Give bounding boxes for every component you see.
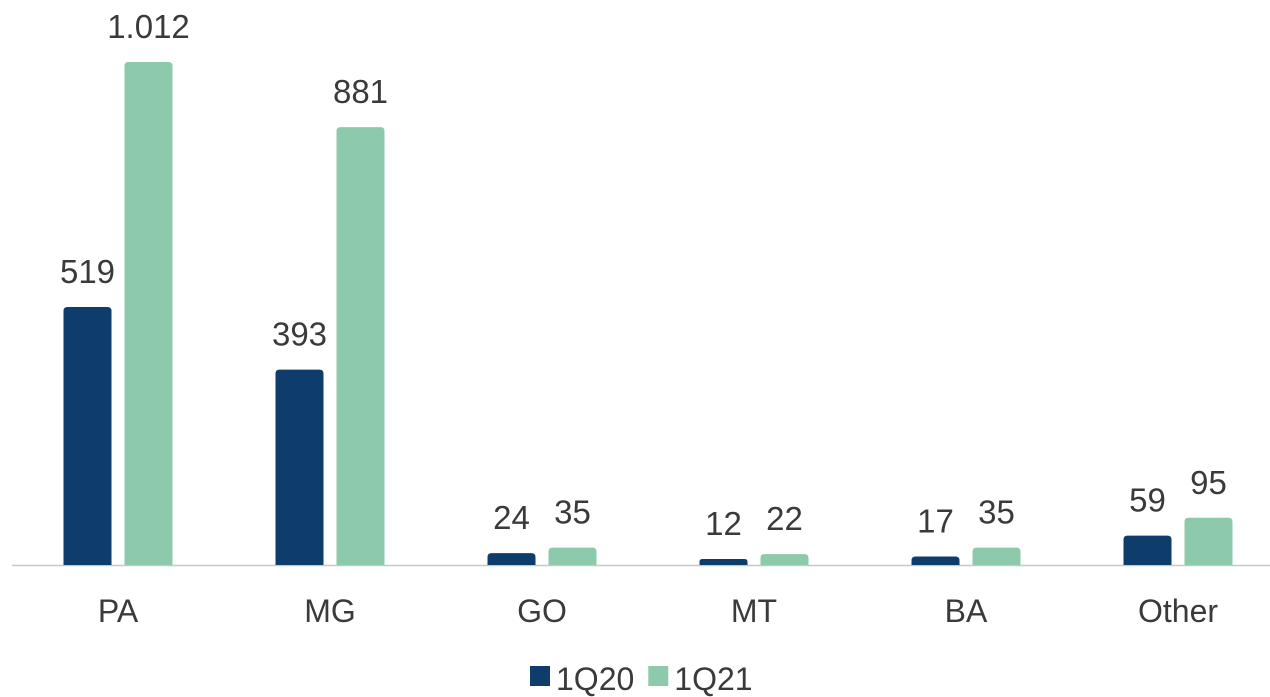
bar	[1123, 535, 1172, 565]
bar	[124, 62, 173, 565]
data-label: 393	[272, 316, 327, 353]
legend-swatch	[530, 666, 550, 686]
x-tick-label: Other	[1138, 593, 1218, 629]
data-label: 17	[917, 503, 954, 540]
x-tick-label: BA	[945, 593, 988, 629]
bar	[760, 554, 809, 565]
bar	[1184, 517, 1233, 565]
data-label: 881	[333, 73, 388, 110]
data-label: 1.012	[107, 8, 190, 45]
legend-swatch	[648, 666, 669, 686]
x-tick-label: MG	[304, 593, 356, 629]
legend-label: 1Q20	[556, 661, 634, 697]
data-label: 22	[766, 500, 803, 537]
bar	[487, 553, 536, 565]
x-tick-label: PA	[98, 593, 139, 629]
data-label: 35	[978, 494, 1015, 531]
bar	[699, 559, 748, 565]
bar	[972, 547, 1021, 565]
data-label: 95	[1190, 464, 1227, 501]
data-label: 35	[554, 494, 591, 531]
legend-label: 1Q21	[674, 661, 752, 697]
bar	[911, 556, 960, 565]
bar	[548, 547, 597, 565]
bar	[63, 307, 112, 565]
data-label: 59	[1129, 482, 1166, 519]
x-tick-label: GO	[517, 593, 567, 629]
bar	[275, 369, 324, 565]
data-label: 12	[705, 505, 742, 542]
data-label: 24	[493, 499, 530, 536]
bar	[336, 127, 385, 565]
data-label: 519	[60, 253, 115, 290]
x-tick-label: MT	[731, 593, 777, 629]
